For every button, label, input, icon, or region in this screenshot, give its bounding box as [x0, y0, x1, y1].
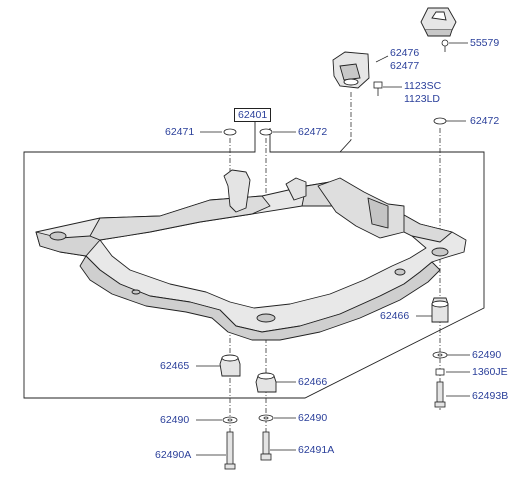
- bolt-62491a: [260, 431, 272, 461]
- callout-1123ld: 1123LD: [404, 93, 441, 105]
- bolt-62490a: [224, 431, 236, 470]
- bolt-1123: [373, 81, 383, 96]
- bushing-62465: [219, 354, 241, 377]
- assembly-outline: [23, 121, 485, 399]
- bolt-55579: [441, 39, 449, 52]
- callout-1360je: 1360JE: [472, 366, 508, 378]
- washer-62490-right: [432, 351, 448, 359]
- washer-62472-left: [259, 128, 273, 136]
- callout-62476: 62476: [390, 47, 420, 59]
- callout-1123sc: 1123SC: [404, 80, 442, 92]
- callout-55579: 55579: [470, 37, 500, 49]
- callout-62471: 62471: [165, 126, 195, 138]
- callout-62477: 62477: [390, 60, 420, 72]
- subframe-body: [35, 169, 467, 341]
- bushing-62466-bottom: [255, 372, 277, 393]
- label-leaders: [196, 42, 470, 456]
- callout-62490-mid: 62490: [298, 412, 328, 424]
- callout-62472-right: 62472: [470, 115, 500, 127]
- callout-62493b: 62493B: [472, 390, 509, 402]
- callout-62490-left: 62490: [160, 414, 190, 426]
- washer-62490-left: [222, 416, 238, 424]
- bolt-62493b: [434, 381, 446, 408]
- callout-62401: 62401: [234, 108, 272, 122]
- callout-62465: 62465: [160, 360, 190, 372]
- callout-62466-right: 62466: [380, 310, 410, 322]
- callout-62491a: 62491A: [298, 444, 335, 456]
- washer-62472-right: [433, 117, 447, 125]
- bushing-62466-right: [431, 297, 449, 323]
- mount-bracket-62476: [332, 51, 370, 89]
- callout-62472-top: 62472: [298, 126, 328, 138]
- callout-62490-right: 62490: [472, 349, 502, 361]
- callout-62490a: 62490A: [155, 449, 192, 461]
- clip-bracket-55579: [420, 7, 457, 37]
- washer-62471: [223, 128, 237, 136]
- washer-62490-mid: [258, 414, 274, 422]
- callout-62466-bottom: 62466: [298, 376, 328, 388]
- nut-1360je: [435, 368, 445, 376]
